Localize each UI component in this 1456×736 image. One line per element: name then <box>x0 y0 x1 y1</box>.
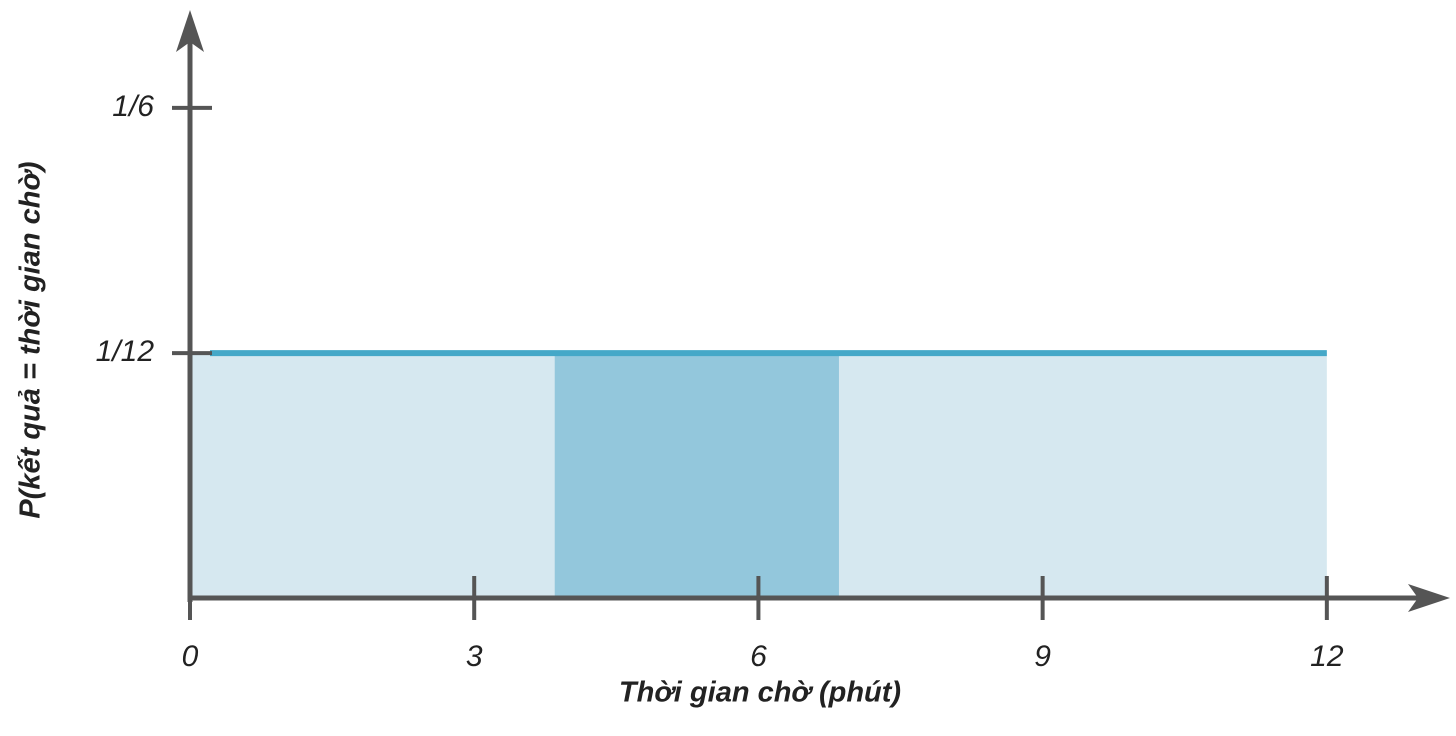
x-tick-label: 3 <box>466 640 483 673</box>
y-tick-label: 1/6 <box>112 90 154 123</box>
highlight-region <box>554 353 839 598</box>
x-tick-label: 9 <box>1034 640 1051 673</box>
x-axis-title: Thời gian chờ (phút) <box>619 677 901 709</box>
x-tick-label: 6 <box>750 640 767 673</box>
x-tick-label: 12 <box>1310 640 1344 673</box>
x-axis-arrow <box>1408 584 1450 612</box>
plot-area: 0 3 6 9 12 1/12 1/6 <box>96 10 1450 673</box>
y-tick-label: 1/12 <box>96 335 155 368</box>
y-axis-arrow <box>176 10 204 52</box>
y-axis-title: P(kết quả = thời gian chờ) <box>15 161 47 518</box>
x-tick-label: 0 <box>182 640 199 673</box>
